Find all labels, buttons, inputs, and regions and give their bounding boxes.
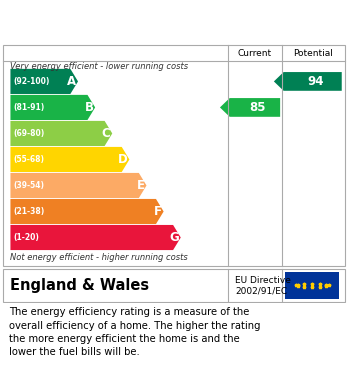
Text: B: B (85, 101, 93, 114)
Polygon shape (10, 225, 181, 250)
Polygon shape (274, 72, 342, 91)
Text: D: D (118, 153, 128, 166)
Polygon shape (10, 121, 112, 146)
Text: G: G (169, 231, 179, 244)
Polygon shape (10, 69, 78, 94)
Bar (285, 272, 339, 299)
Text: England & Wales: England & Wales (10, 278, 150, 293)
Polygon shape (10, 199, 164, 224)
Text: Potential: Potential (293, 48, 333, 57)
Text: 85: 85 (250, 101, 266, 114)
Polygon shape (220, 98, 280, 117)
Text: 2002/91/EC: 2002/91/EC (235, 286, 287, 295)
Polygon shape (10, 147, 129, 172)
Text: EU Directive: EU Directive (235, 276, 291, 285)
Text: Current: Current (238, 48, 272, 57)
Text: (55-68): (55-68) (13, 155, 44, 164)
Text: (39-54): (39-54) (13, 181, 44, 190)
Text: The energy efficiency rating is a measure of the
overall efficiency of a home. T: The energy efficiency rating is a measur… (9, 307, 260, 357)
Text: (92-100): (92-100) (13, 77, 50, 86)
Text: 94: 94 (307, 75, 324, 88)
Text: Not energy efficient - higher running costs: Not energy efficient - higher running co… (10, 253, 188, 262)
Polygon shape (10, 95, 95, 120)
Polygon shape (10, 173, 147, 198)
Text: (21-38): (21-38) (13, 207, 45, 216)
Text: Very energy efficient - lower running costs: Very energy efficient - lower running co… (10, 62, 189, 71)
Text: A: A (67, 75, 76, 88)
Text: (1-20): (1-20) (13, 233, 39, 242)
Text: F: F (154, 205, 162, 218)
Text: (81-91): (81-91) (13, 103, 45, 112)
Text: C: C (102, 127, 111, 140)
Text: Energy Efficiency Rating: Energy Efficiency Rating (9, 14, 230, 29)
Text: E: E (137, 179, 145, 192)
Text: (69-80): (69-80) (13, 129, 45, 138)
